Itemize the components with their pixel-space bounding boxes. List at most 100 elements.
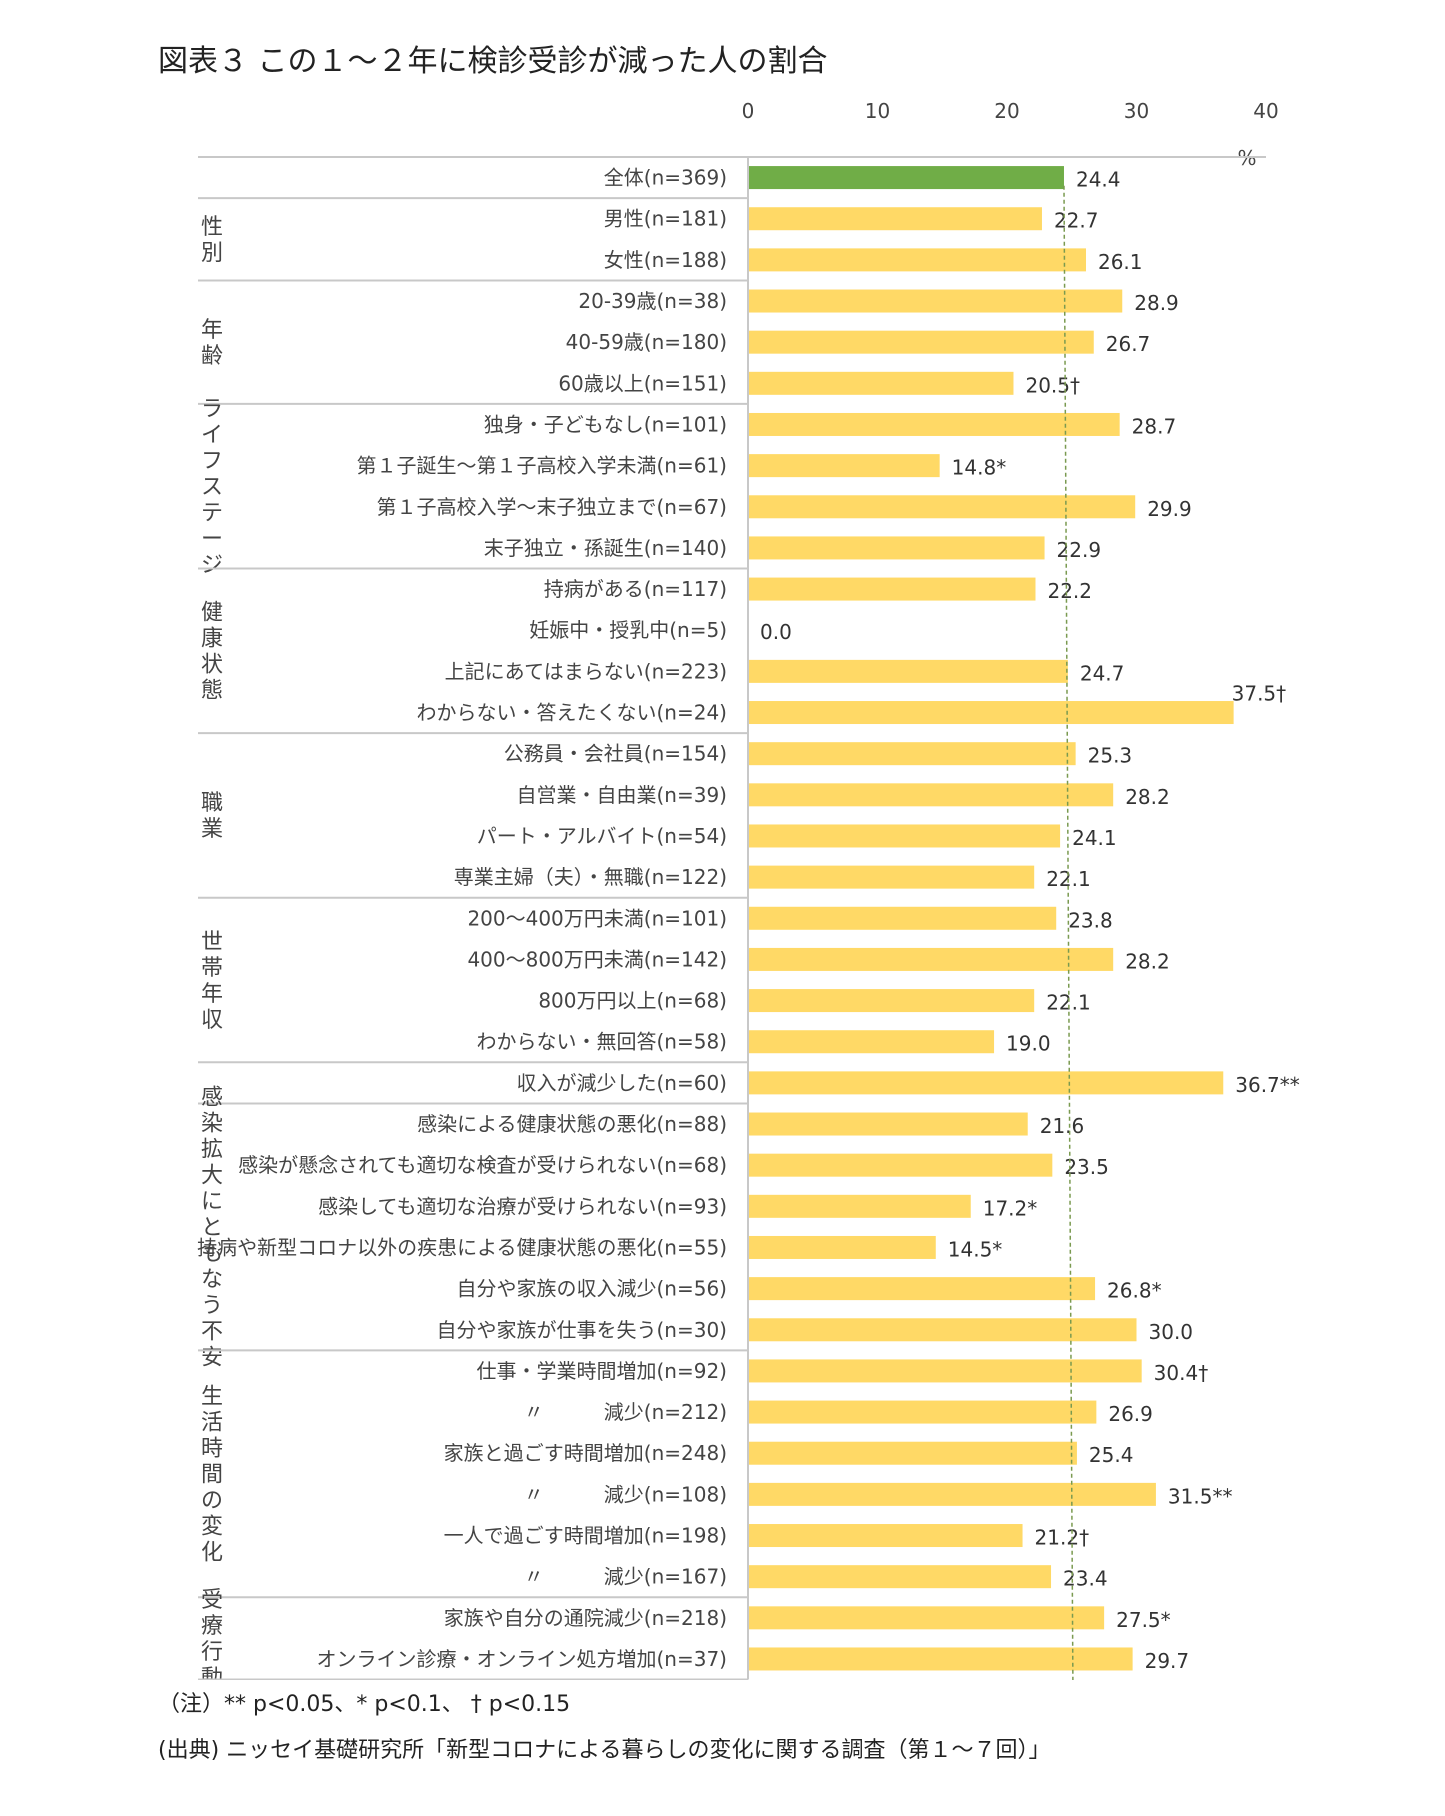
bar — [748, 1318, 1137, 1342]
bar — [748, 865, 1035, 889]
category-label: 〃 減少(n=212) — [524, 1400, 727, 1424]
x-tick-label: 20 — [994, 99, 1019, 123]
bar — [748, 1153, 1053, 1177]
data-label: 24.7 — [1080, 661, 1125, 685]
bar-chart: 0 10 20 30 40%全体(n=369) 24.4男性(n=181) 22.7女性(n… — [197, 99, 1300, 1680]
data-label: 19.0 — [1006, 1032, 1051, 1056]
bar — [748, 1400, 1097, 1424]
category-label: 家族や自分の通院減少(n=218) — [444, 1606, 727, 1630]
category-label: 自分や家族の収入減少(n=56) — [457, 1277, 728, 1301]
bar — [748, 742, 1076, 766]
category-label: 末子独立・孫誕生(n=140) — [484, 536, 727, 560]
category-label: 800万円以上(n=68) — [538, 989, 727, 1013]
bar — [748, 1235, 936, 1259]
data-label: 21.6 — [1040, 1114, 1085, 1138]
category-label: 収入が減少した(n=60) — [517, 1071, 728, 1095]
group-label: 受療行動 — [201, 1588, 223, 1680]
category-label: 仕事・学業時間増加(n=92) — [477, 1359, 728, 1383]
group-label: 感染拡大にともなう不安 — [201, 1086, 223, 1371]
category-label: 持病がある(n=117) — [544, 577, 727, 601]
bar — [748, 947, 1114, 971]
category-label: 公務員・会社員(n=154) — [504, 742, 727, 766]
category-label: 60歳以上(n=151) — [558, 371, 727, 395]
data-label: 24.4 — [1076, 168, 1121, 192]
bar — [748, 659, 1068, 683]
category-label: わからない・答えたくない(n=24) — [417, 701, 728, 725]
x-tick-label: 0 — [742, 99, 755, 123]
data-label: 23.4 — [1063, 1567, 1108, 1591]
group-label: 職業 — [201, 791, 223, 842]
category-label: 400～800万円未満(n=142) — [467, 947, 727, 971]
bar — [748, 495, 1136, 519]
bar — [748, 701, 1234, 725]
bar — [748, 1359, 1142, 1383]
data-label: 24.1 — [1072, 826, 1117, 850]
data-label: 26.9 — [1108, 1402, 1153, 1426]
data-label: 21.2† — [1035, 1526, 1090, 1550]
data-label: 30.0 — [1149, 1320, 1194, 1344]
data-label: 37.5† — [1232, 682, 1287, 706]
group-label: 年齢 — [201, 318, 223, 369]
x-tick-label: 40 — [1253, 99, 1278, 123]
data-label: 14.8* — [952, 456, 1007, 480]
category-label: 感染しても適切な治療が受けられない(n=93) — [318, 1194, 727, 1218]
data-label: 17.2* — [983, 1196, 1038, 1220]
bar — [748, 536, 1045, 560]
data-label: 28.7 — [1132, 414, 1177, 438]
bar — [748, 577, 1036, 601]
data-label: 22.2 — [1047, 579, 1092, 603]
group-label: 健康状態 — [201, 601, 223, 704]
notes: （注）** p<0.05、* p<0.1、 † p<0.15 (出典) ニッセイ… — [158, 1686, 1051, 1778]
data-label: 20.5† — [1025, 373, 1080, 397]
data-label: 28.2 — [1125, 949, 1170, 973]
data-label: 23.5 — [1064, 1155, 1109, 1179]
category-label: 男性(n=181) — [604, 207, 727, 231]
significance-note: （注）** p<0.05、* p<0.1、 † p<0.15 — [158, 1692, 571, 1717]
bar — [748, 989, 1035, 1013]
data-label: 25.4 — [1089, 1443, 1134, 1467]
category-label: 自分や家族が仕事を失う(n=30) — [437, 1318, 728, 1342]
category-label: 感染が懸念されても適切な検査が受けられない(n=68) — [238, 1153, 727, 1177]
category-label: 40-59歳(n=180) — [566, 330, 727, 354]
category-label: 〃 減少(n=108) — [524, 1482, 727, 1506]
bar — [748, 1194, 971, 1218]
bar — [748, 330, 1094, 354]
bar — [748, 166, 1064, 190]
data-label: 22.7 — [1054, 209, 1099, 233]
bar — [748, 371, 1014, 395]
bar — [748, 1524, 1023, 1548]
group-label: 生活時間の変化 — [201, 1385, 223, 1566]
x-tick-label: 10 — [865, 99, 890, 123]
data-label: 22.9 — [1057, 538, 1102, 562]
category-label: 家族と過ごす時間増加(n=248) — [444, 1441, 727, 1465]
data-label: 29.7 — [1145, 1649, 1190, 1673]
group-label: ライフステージ — [201, 397, 223, 578]
category-label: 持病や新型コロナ以外の疾患による健康状態の悪化(n=55) — [197, 1235, 727, 1259]
category-label: 第１子高校入学～末子独立まで(n=67) — [377, 495, 728, 519]
category-label: 女性(n=188) — [604, 248, 727, 272]
source-note: (出典) ニッセイ基礎研究所「新型コロナによる暮らしの変化に関する調査（第１～７… — [158, 1738, 1051, 1763]
chart-title: 図表３ この１～２年に検診受診が減った人の割合 — [158, 44, 828, 79]
bar — [748, 412, 1120, 436]
data-label: 25.3 — [1088, 744, 1133, 768]
data-label: 30.4† — [1154, 1361, 1209, 1385]
data-label: 26.1 — [1098, 250, 1143, 274]
category-label: 自営業・自由業(n=39) — [517, 783, 728, 807]
category-label: 一人で過ごす時間増加(n=198) — [444, 1524, 727, 1548]
category-label: 200～400万円未満(n=101) — [467, 906, 727, 930]
category-label: 専業主婦（夫）・無職(n=122) — [454, 865, 727, 889]
bar — [748, 1565, 1052, 1589]
bar — [748, 248, 1086, 272]
bar — [748, 783, 1114, 807]
bar — [748, 1071, 1224, 1095]
category-label: 第１子誕生～第１子高校入学未満(n=61) — [357, 454, 728, 478]
data-label: 0.0 — [760, 620, 792, 644]
bar — [748, 1030, 995, 1054]
category-label: 感染による健康状態の悪化(n=88) — [417, 1112, 727, 1136]
bar — [748, 207, 1042, 231]
bar — [748, 1112, 1028, 1136]
data-label: 23.8 — [1068, 908, 1113, 932]
data-label: 26.7 — [1106, 332, 1151, 356]
group-label: 世帯年収 — [201, 930, 223, 1033]
bar — [748, 1647, 1133, 1671]
